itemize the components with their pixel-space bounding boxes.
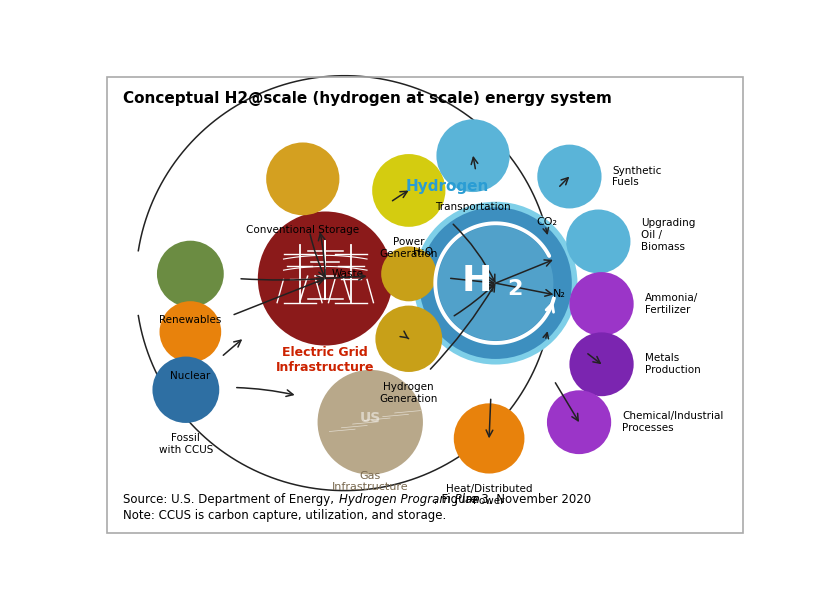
Text: Hydrogen: Hydrogen	[405, 179, 489, 194]
Text: N₂: N₂	[552, 289, 566, 299]
Ellipse shape	[156, 241, 224, 307]
Text: Note: CCUS is carbon capture, utilization, and storage.: Note: CCUS is carbon capture, utilizatio…	[123, 509, 445, 522]
Ellipse shape	[258, 211, 392, 346]
Ellipse shape	[381, 246, 436, 302]
Ellipse shape	[375, 306, 441, 372]
Text: US: US	[359, 411, 380, 424]
Ellipse shape	[317, 370, 422, 474]
Text: Conventional Storage: Conventional Storage	[246, 226, 359, 235]
Text: Synthetic
Fuels: Synthetic Fuels	[612, 166, 661, 187]
Text: Heat/Distributed
Power: Heat/Distributed Power	[445, 485, 532, 506]
Text: Ammonia/
Fertilizer: Ammonia/ Fertilizer	[644, 293, 697, 315]
Text: Hydrogen
Generation: Hydrogen Generation	[379, 382, 437, 404]
Ellipse shape	[159, 301, 221, 362]
Ellipse shape	[569, 332, 633, 396]
Text: , Figure 3, November 2020: , Figure 3, November 2020	[434, 493, 591, 506]
Ellipse shape	[546, 390, 610, 454]
Ellipse shape	[436, 119, 509, 192]
Text: Electric Grid
Infrastructure: Electric Grid Infrastructure	[276, 346, 374, 374]
Text: Renewables: Renewables	[159, 315, 221, 325]
Ellipse shape	[537, 144, 601, 208]
Ellipse shape	[266, 143, 339, 216]
Text: H: H	[461, 264, 492, 298]
Ellipse shape	[453, 403, 524, 474]
Text: Fossil
with CCUS: Fossil with CCUS	[158, 433, 213, 455]
Ellipse shape	[566, 209, 630, 273]
Text: Source: U.S. Department of Energy,: Source: U.S. Department of Energy,	[123, 493, 337, 506]
Text: CO₂: CO₂	[536, 217, 556, 227]
Text: Gas
Infrastructure: Gas Infrastructure	[331, 471, 408, 492]
Text: Metals
Production: Metals Production	[644, 353, 700, 375]
Text: Nuclear: Nuclear	[170, 371, 210, 382]
Ellipse shape	[413, 202, 577, 365]
Ellipse shape	[152, 356, 219, 423]
Text: Waste: Waste	[331, 269, 363, 279]
Text: Conceptual H2@scale (hydrogen at scale) energy system: Conceptual H2@scale (hydrogen at scale) …	[123, 91, 611, 106]
Text: Power
Generation: Power Generation	[379, 237, 437, 259]
Ellipse shape	[437, 226, 553, 341]
Text: Transportation: Transportation	[435, 202, 510, 213]
Text: 2: 2	[507, 279, 522, 299]
Text: Upgrading
Oil /
Biomass: Upgrading Oil / Biomass	[641, 219, 695, 252]
Text: Chemical/Industrial
Processes: Chemical/Industrial Processes	[621, 411, 723, 433]
Text: Hydrogen Program Plan: Hydrogen Program Plan	[339, 493, 479, 506]
Text: H₂O: H₂O	[412, 247, 432, 257]
Ellipse shape	[569, 272, 633, 336]
Ellipse shape	[372, 154, 445, 227]
Ellipse shape	[419, 207, 571, 359]
